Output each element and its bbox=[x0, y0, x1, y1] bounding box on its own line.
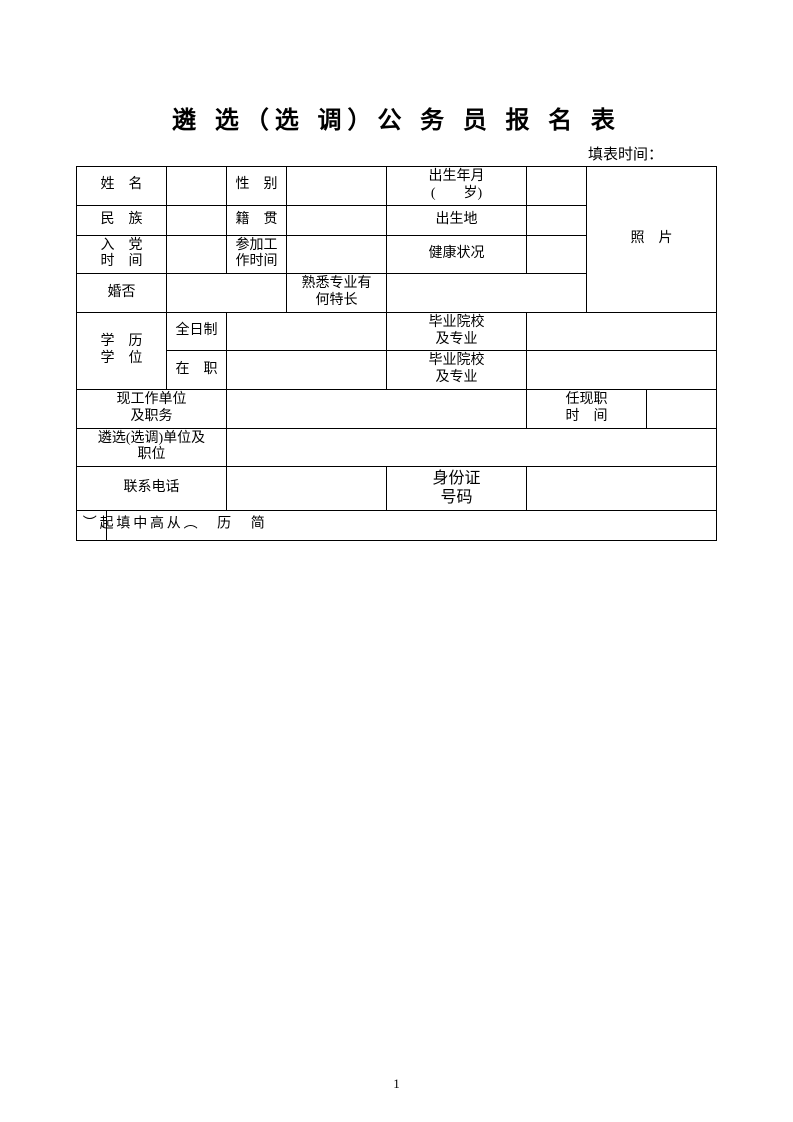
label-health: 健康状况 bbox=[387, 235, 527, 274]
label-ethnicity: 民 族 bbox=[77, 205, 167, 235]
label-grad-school-2: 毕业院校及专业 bbox=[387, 351, 527, 390]
label-work-time: 参加工作时间 bbox=[227, 235, 287, 274]
label-appoint-time: 任现职时 间 bbox=[527, 389, 647, 428]
label-grad-school-1: 毕业院校及专业 bbox=[387, 312, 527, 351]
fill-date-label: 填表时间： bbox=[75, 143, 718, 164]
value-fulltime-edu[interactable] bbox=[227, 312, 387, 351]
value-current-unit[interactable] bbox=[227, 389, 527, 428]
label-current-unit: 现工作单位及职务 bbox=[77, 389, 227, 428]
value-birth-place[interactable] bbox=[527, 205, 587, 235]
page-title: 遴 选（选 调）公 务 员 报 名 表 bbox=[75, 100, 718, 135]
value-resume[interactable] bbox=[107, 510, 717, 540]
photo-area[interactable]: 照 片 bbox=[587, 167, 717, 313]
page-number: 1 bbox=[0, 1076, 793, 1092]
label-select-unit: 遴选(选调)单位及职位 bbox=[77, 428, 227, 467]
value-inservice-edu[interactable] bbox=[227, 351, 387, 390]
value-appoint-time[interactable] bbox=[647, 389, 717, 428]
label-native-place: 籍 贯 bbox=[227, 205, 287, 235]
value-select-unit[interactable] bbox=[227, 428, 717, 467]
value-specialty[interactable] bbox=[387, 274, 587, 313]
label-edu-degree: 学 历学 位 bbox=[77, 312, 167, 389]
registration-form-table: 姓 名 性 别 出生年月( 岁) 照 片 民 族 籍 贯 出生地 入 党时 间 … bbox=[76, 166, 717, 541]
value-ethnicity[interactable] bbox=[167, 205, 227, 235]
label-gender: 性 别 bbox=[227, 167, 287, 206]
page: 遴 选（选 调）公 务 员 报 名 表 填表时间： 姓 名 性 别 出生年月( … bbox=[0, 0, 793, 1122]
value-gender[interactable] bbox=[287, 167, 387, 206]
label-id-number: 身份证号码 bbox=[387, 467, 527, 510]
label-name: 姓 名 bbox=[77, 167, 167, 206]
label-birth: 出生年月( 岁) bbox=[387, 167, 527, 206]
value-native-place[interactable] bbox=[287, 205, 387, 235]
value-inservice-school[interactable] bbox=[527, 351, 717, 390]
value-name[interactable] bbox=[167, 167, 227, 206]
value-birth[interactable] bbox=[527, 167, 587, 206]
label-resume: 简历︵从高中填起︶ bbox=[77, 510, 107, 540]
label-phone: 联系电话 bbox=[77, 467, 227, 510]
value-work-time[interactable] bbox=[287, 235, 387, 274]
label-party-time: 入 党时 间 bbox=[77, 235, 167, 274]
label-fulltime: 全日制 bbox=[167, 312, 227, 351]
value-health[interactable] bbox=[527, 235, 587, 274]
label-marital: 婚否 bbox=[77, 274, 167, 313]
value-party-time[interactable] bbox=[167, 235, 227, 274]
value-phone[interactable] bbox=[227, 467, 387, 510]
label-birth-place: 出生地 bbox=[387, 205, 527, 235]
value-id-number[interactable] bbox=[527, 467, 717, 510]
value-fulltime-school[interactable] bbox=[527, 312, 717, 351]
label-inservice: 在 职 bbox=[167, 351, 227, 390]
value-marital[interactable] bbox=[167, 274, 287, 313]
label-specialty: 熟悉专业有何特长 bbox=[287, 274, 387, 313]
